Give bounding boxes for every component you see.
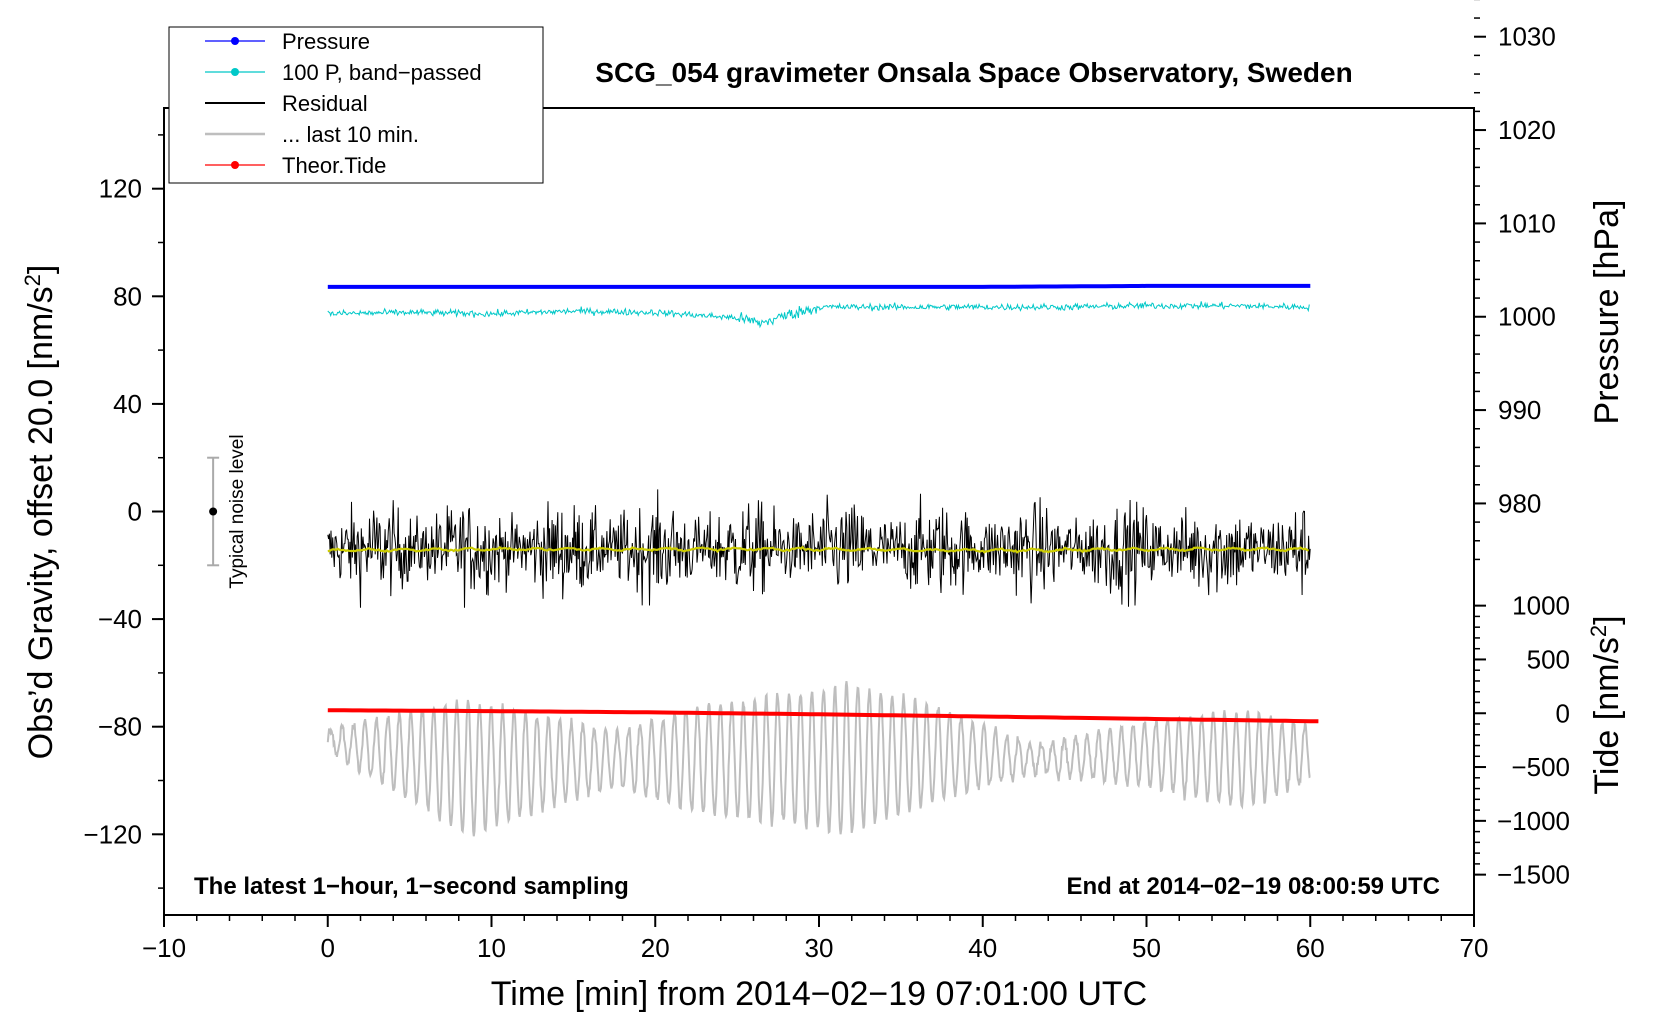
- legend-label: Theor.Tide: [282, 153, 386, 178]
- x-tick-label: 20: [641, 933, 670, 963]
- legend-marker: [231, 68, 239, 76]
- legend-marker: [231, 161, 239, 169]
- pressure-tick-label: 990: [1498, 395, 1541, 425]
- y-axis-label: Obs’d Gravity, offset 20.0 [nm/s2]: [20, 265, 60, 760]
- plot-area: Typical noise level: [207, 283, 1319, 837]
- pressure-line: [327, 283, 1311, 289]
- pressure-tick-label: 1030: [1498, 22, 1556, 52]
- x-tick-label: 0: [321, 933, 335, 963]
- tide-tick-label: −1000: [1497, 806, 1570, 836]
- y-axis-label-sup: 2: [20, 274, 45, 286]
- legend-label: Residual: [282, 91, 368, 116]
- chart-title: SCG_054 gravimeter Onsala Space Observat…: [595, 57, 1352, 88]
- footnote-left: The latest 1−hour, 1−second sampling: [194, 873, 629, 900]
- x-tick-label: 10: [477, 933, 506, 963]
- tide-tick-label: 1000: [1512, 591, 1570, 621]
- tide-axis-label: Tide [nm/s2]: [1586, 615, 1626, 794]
- tide-axis-label-tail: ]: [1588, 615, 1626, 624]
- x-tick-label: 50: [1132, 933, 1161, 963]
- residual-line: [327, 489, 1311, 608]
- tide-tick-label: −500: [1511, 752, 1570, 782]
- tide-tick-label: 0: [1556, 698, 1570, 728]
- y-tick-label: 120: [99, 174, 142, 204]
- axes: −10 0 10 20 30 40 50 60 70−120−80−40040801209809…: [83, 0, 1570, 963]
- x-tick-label: 60: [1296, 933, 1325, 963]
- legend: Pressure 100 P, band−passed Residual ... la…: [168, 26, 544, 184]
- y-tick-label: 0: [128, 497, 142, 527]
- pressure-tick-label: 1020: [1498, 115, 1556, 145]
- legend-label: 100 P, band−passed: [282, 60, 482, 85]
- noise-bar-point: [209, 507, 218, 516]
- residual-smoothed-line: [327, 545, 1310, 554]
- pressure-axis-label: Pressure [hPa]: [1588, 200, 1626, 425]
- pressure-tick-label: 1000: [1498, 302, 1556, 332]
- x-axis-label: Time [min] from 2014−02−19 07:01:00 UTC: [491, 975, 1147, 1013]
- x-tick-label: 70: [1460, 933, 1489, 963]
- pressure-tick-label: 980: [1498, 488, 1541, 518]
- tide-tick-label: −1500: [1497, 860, 1570, 890]
- y-tick-label: 40: [113, 389, 142, 419]
- y-axis-label-main: Obs’d Gravity, offset 20.0 [nm/s: [22, 286, 60, 759]
- bandpassed-pressure-line: [327, 300, 1310, 329]
- y-tick-label: −120: [83, 819, 142, 849]
- tide-tick-label: 500: [1527, 644, 1570, 674]
- x-tick-label: 30: [805, 933, 834, 963]
- legend-box: [168, 26, 544, 184]
- x-tick-label: 40: [968, 933, 997, 963]
- footnote-right: End at 2014−02−19 08:00:59 UTC: [1066, 873, 1440, 900]
- noise-level-label: Typical noise level: [227, 434, 248, 588]
- theoretical-tide-line: [327, 708, 1319, 724]
- y-tick-label: 80: [113, 281, 142, 311]
- legend-label: Pressure: [282, 29, 370, 54]
- y-tick-label: −40: [98, 604, 142, 634]
- pressure-tick-label: 1010: [1498, 208, 1556, 238]
- tide-axis-label-sup: 2: [1586, 625, 1611, 637]
- y-tick-label: −80: [98, 712, 142, 742]
- tide-axis-label-main: Tide [nm/s: [1588, 637, 1626, 794]
- y-axis-label-tail: ]: [22, 265, 60, 274]
- last-10-min-line: [326, 681, 1311, 837]
- x-tick-label: −10: [142, 933, 186, 963]
- legend-label: ... last 10 min.: [282, 122, 419, 147]
- legend-marker: [231, 37, 239, 45]
